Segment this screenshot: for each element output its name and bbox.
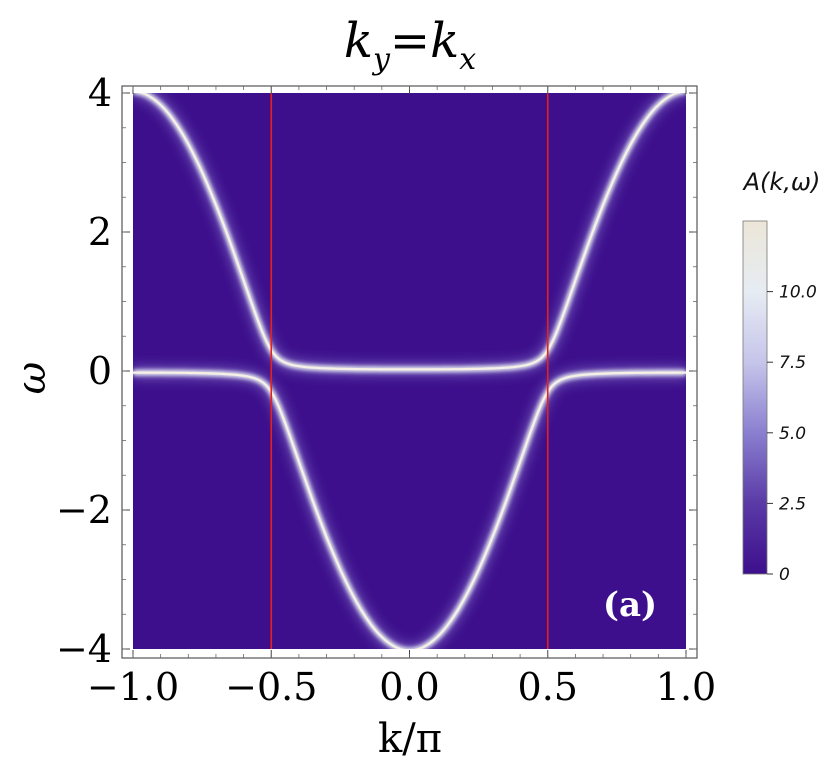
chart-title: ky=kx	[344, 13, 476, 77]
y-tick-label: 2	[88, 210, 112, 254]
colorbar-tick-label: 5.0	[779, 424, 806, 444]
x-tick-label: 1.0	[656, 665, 716, 709]
colorbar-tick-label: 7.5	[779, 353, 806, 373]
colorbar-tick-label: 10.0	[779, 283, 817, 303]
band-lower-core	[133, 371, 686, 649]
x-tick-label: −1.0	[87, 665, 179, 709]
colorbar	[742, 220, 768, 575]
x-tick-label: 0.0	[379, 665, 439, 709]
y-tick-label: 0	[88, 349, 112, 393]
x-tick-label: 0.5	[518, 665, 578, 709]
x-tick-label: −0.5	[225, 665, 317, 709]
y-tick-label: −2	[56, 488, 112, 532]
colorbar-title: A(k,ω)	[742, 168, 821, 196]
x-axis-label: k/π	[378, 716, 442, 762]
y-tick-label: −4	[56, 627, 112, 671]
colorbar-tick-label: 0	[779, 565, 790, 585]
y-axis-label: ω	[9, 362, 55, 395]
y-tick-label: 4	[88, 71, 112, 115]
panel-label: (a)	[603, 585, 657, 625]
colorbar-tick-label: 2.5	[779, 494, 806, 514]
